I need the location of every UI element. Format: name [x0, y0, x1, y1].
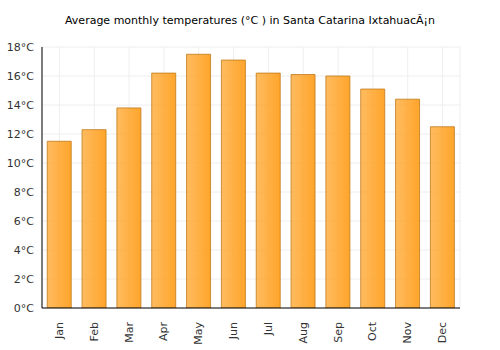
svg-text:16°C: 16°C — [8, 70, 34, 83]
svg-text:10°C: 10°C — [8, 157, 34, 170]
svg-text:12°C: 12°C — [8, 128, 34, 141]
svg-text:8°C: 8°C — [14, 186, 34, 199]
svg-text:18°C: 18°C — [8, 41, 34, 54]
svg-text:Oct: Oct — [366, 321, 379, 341]
svg-text:Jun: Jun — [227, 322, 240, 340]
svg-text:14°C: 14°C — [8, 99, 34, 112]
svg-text:Jul: Jul — [262, 322, 275, 336]
svg-text:May: May — [192, 322, 205, 345]
svg-text:0°C: 0°C — [14, 302, 34, 315]
svg-text:Dec: Dec — [436, 322, 449, 343]
svg-text:Jan: Jan — [53, 322, 66, 340]
svg-text:2°C: 2°C — [14, 273, 34, 286]
html-text:Average monthly temperatures (: Average monthly temperatures (°C ) in Sa… — [65, 14, 435, 27]
svg-text:Sep: Sep — [332, 322, 345, 343]
svg-text:Feb: Feb — [88, 322, 101, 341]
svg-text:Aug: Aug — [297, 322, 310, 343]
svg-text:Apr: Apr — [157, 322, 170, 342]
svg-text:Nov: Nov — [401, 322, 414, 344]
svg-text:6°C: 6°C — [14, 215, 34, 228]
svg-text:4°C: 4°C — [14, 244, 34, 257]
svg-text:Mar: Mar — [123, 322, 136, 343]
